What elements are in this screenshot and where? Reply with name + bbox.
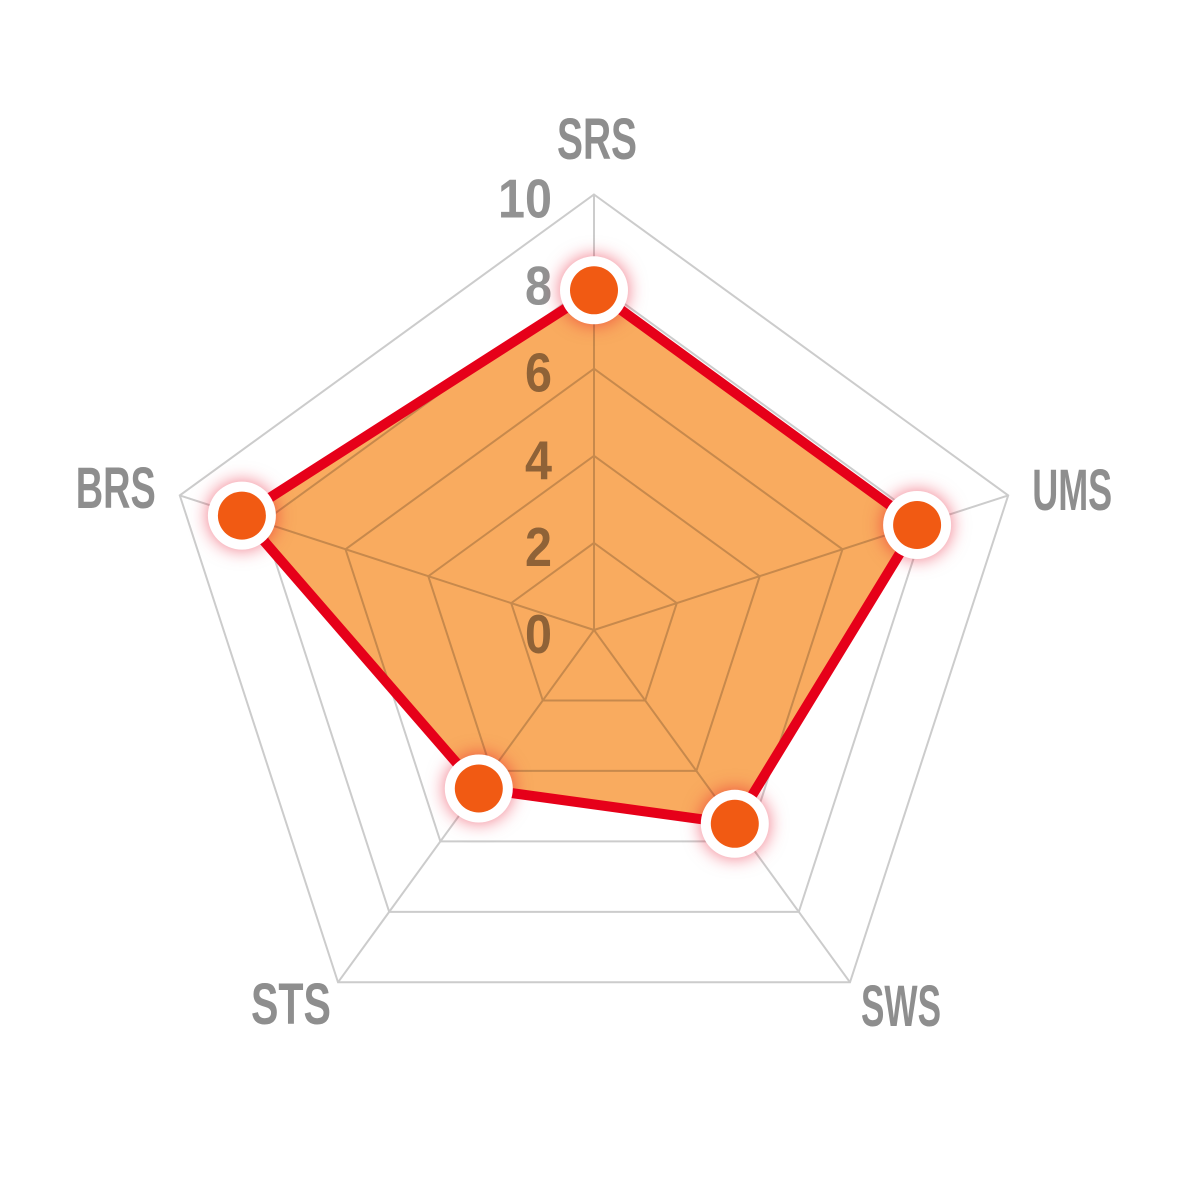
- axis-label-SWS: SWS: [861, 974, 941, 1039]
- data-point-UMS: [883, 491, 952, 559]
- axis-label-STS: STS: [251, 972, 331, 1037]
- axis-label-BRS: BRS: [76, 456, 156, 521]
- data-points-layer: [207, 256, 952, 858]
- tick-label-10: 10: [498, 168, 552, 230]
- data-point-dot: [454, 764, 503, 813]
- data-series-layer: [236, 285, 923, 829]
- data-polygon-outline: [236, 285, 923, 829]
- data-point-dot: [893, 501, 942, 549]
- grid-ring-10: [178, 193, 1010, 984]
- data-point-dot: [570, 266, 618, 315]
- tick-label-8: 8: [525, 255, 552, 317]
- data-point-dot: [217, 491, 266, 540]
- data-point-SWS: [700, 789, 769, 858]
- data-point-BRS: [207, 481, 276, 550]
- data-point-dot: [710, 799, 759, 848]
- data-polygon-fill: [241, 290, 918, 824]
- data-point-STS: [444, 754, 513, 823]
- axis-labels: SRS UMS SWS STS BRS: [76, 107, 1112, 1039]
- data-point-SRS: [560, 256, 628, 325]
- axis-label-UMS: UMS: [1032, 458, 1112, 523]
- axis-label-SRS: SRS: [557, 107, 637, 172]
